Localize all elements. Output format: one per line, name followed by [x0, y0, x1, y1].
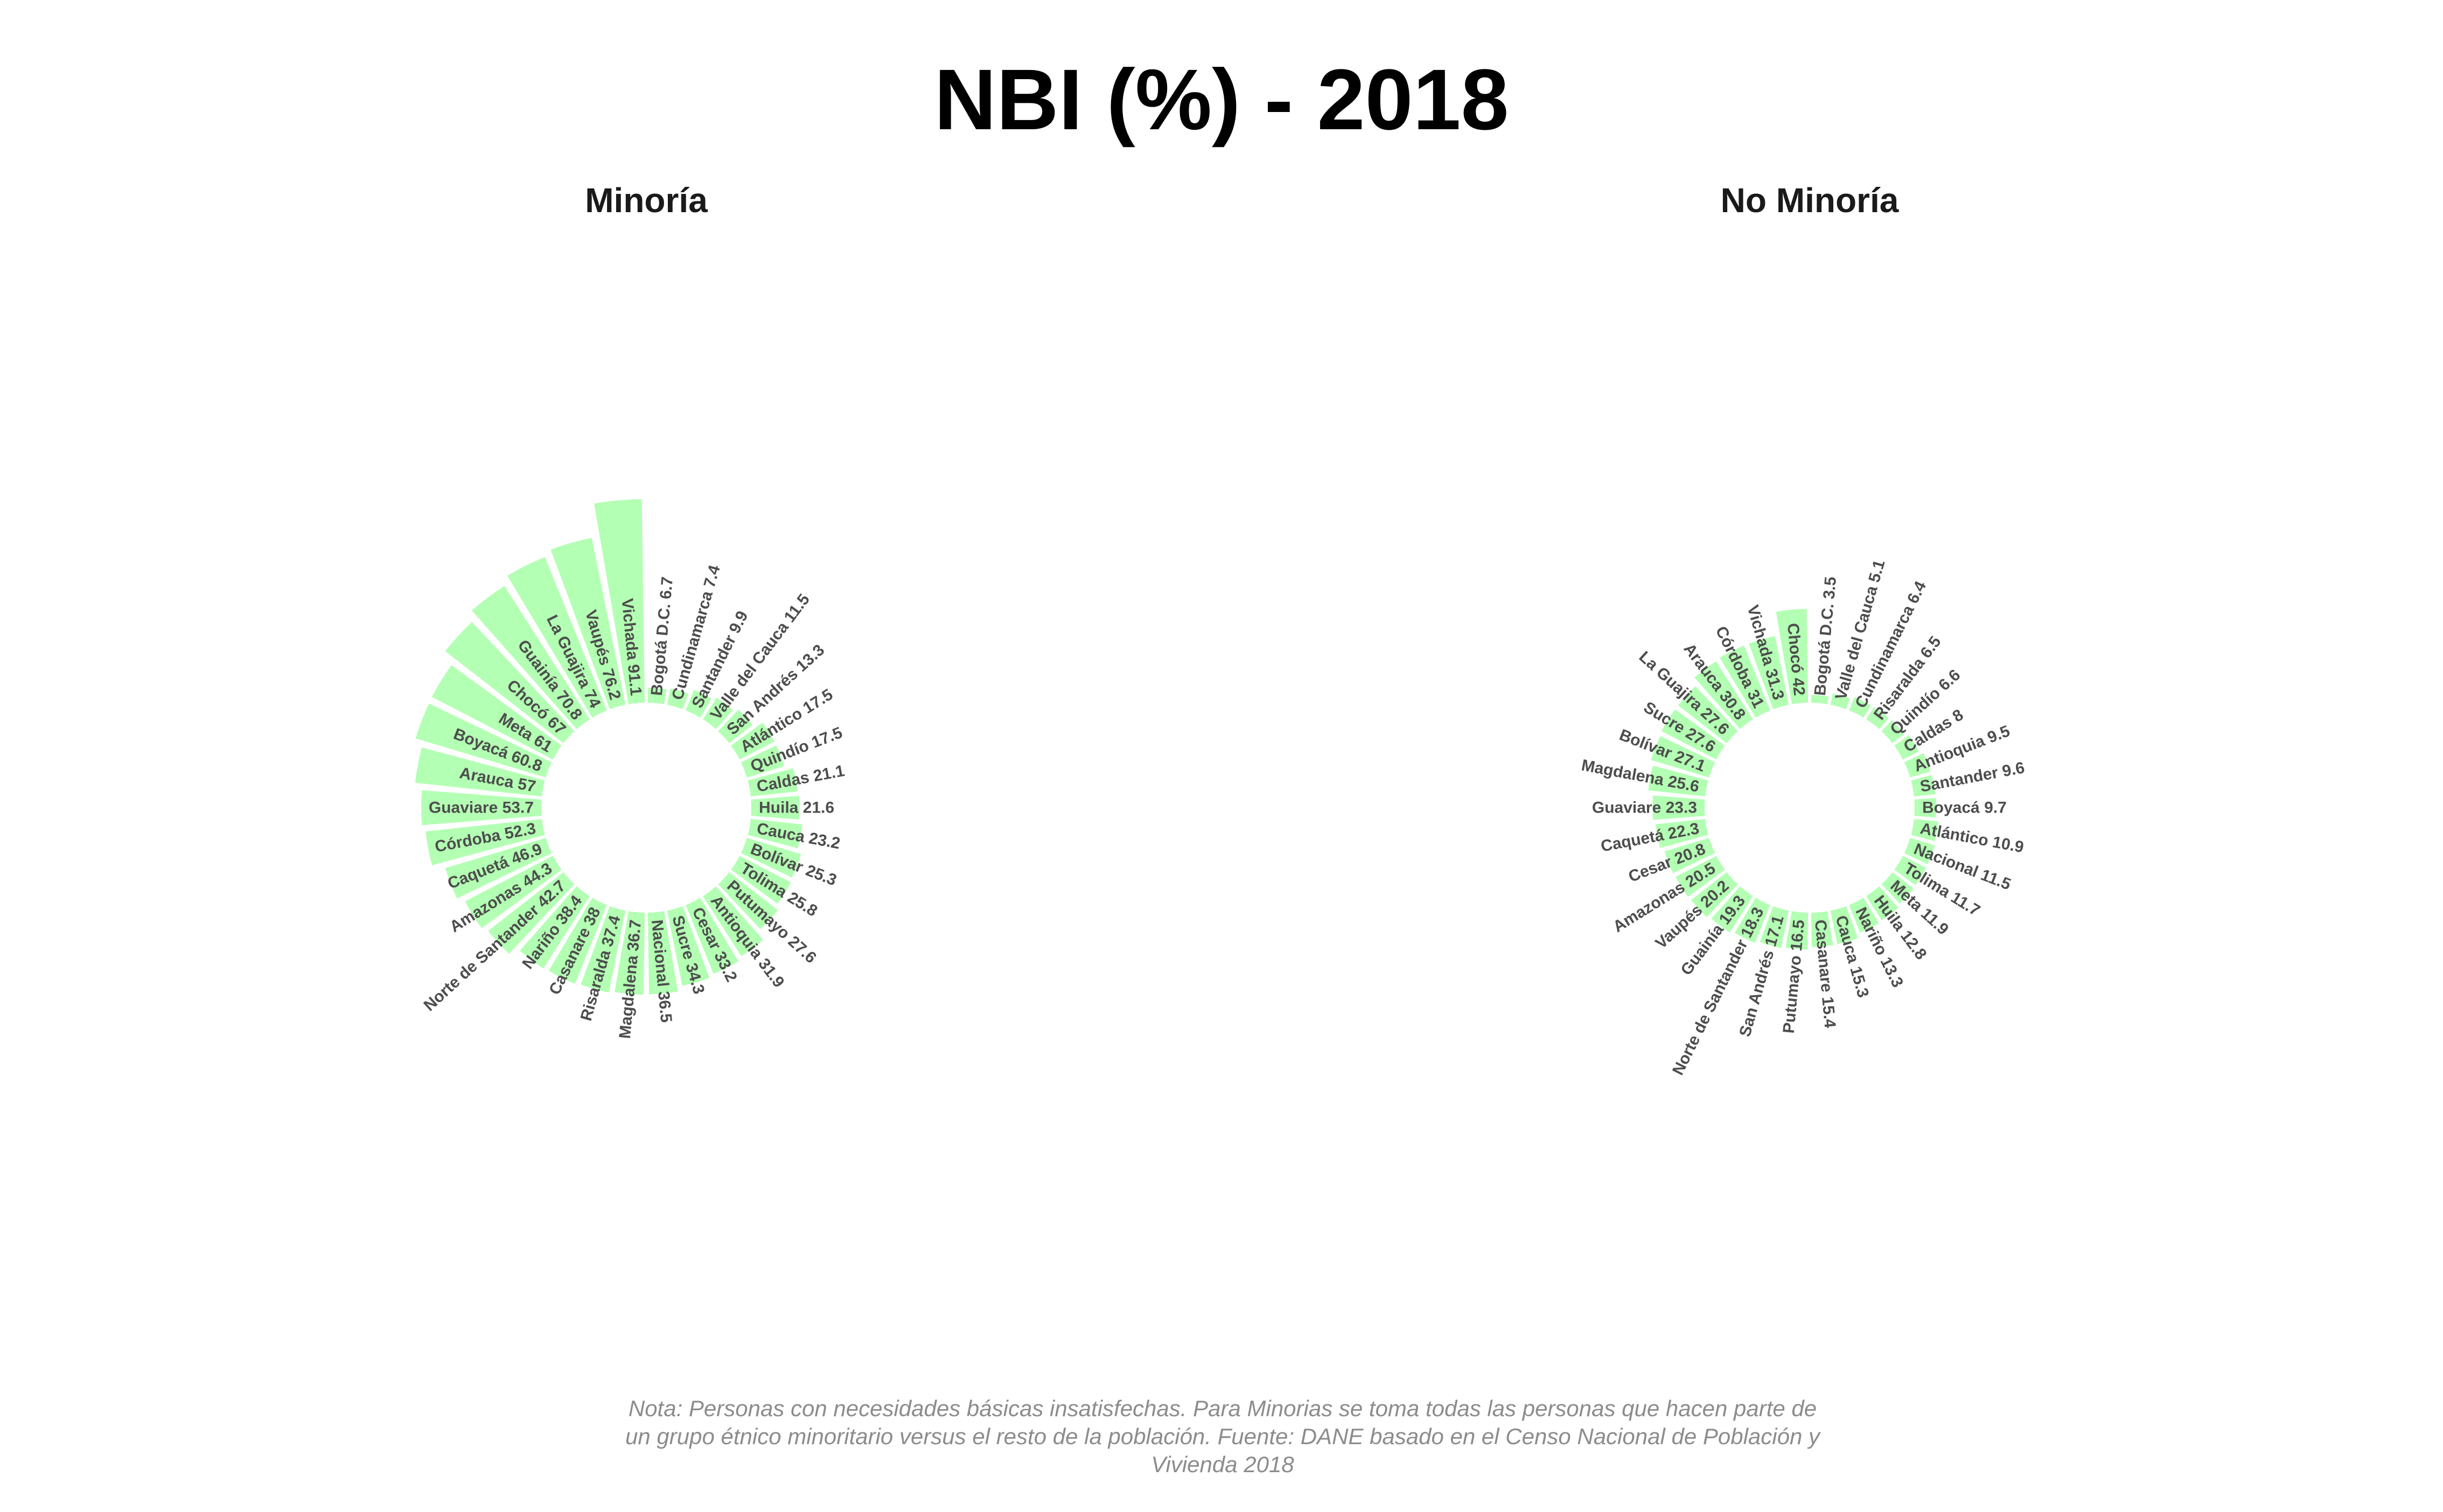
- bar-minoria-24: [425, 818, 545, 865]
- bar-minoria-12: [718, 872, 778, 929]
- bar-minoria-17: [615, 911, 645, 995]
- bar-no-minoria-11: [1894, 856, 1927, 885]
- bar-no-minoria-13: [1866, 886, 1898, 920]
- bar-minoria-27: [415, 703, 552, 778]
- bar-minoria-13: [703, 886, 763, 956]
- bar-minoria-28: [431, 665, 562, 760]
- bar-no-minoria-31: [1720, 645, 1770, 718]
- panel-title-minoria: Minoría: [585, 181, 708, 220]
- bar-label-no-minoria-17: Putumayo 16.5: [1780, 919, 1808, 1034]
- bar-minoria-22: [465, 856, 562, 928]
- bar-no-minoria-6: [1904, 753, 1931, 778]
- bar-minoria-9: [748, 818, 802, 849]
- bar-no-minoria-23: [1664, 838, 1715, 873]
- bar-label-minoria-0: Bogotá D.C. 6.7: [648, 576, 676, 697]
- bar-no-minoria-28: [1661, 709, 1725, 760]
- bar-no-minoria-0: [1811, 695, 1829, 704]
- bar-no-minoria-2: [1849, 697, 1871, 718]
- bar-minoria-1: [667, 688, 689, 710]
- bar-minoria-15: [667, 906, 710, 986]
- bar-minoria-18: [581, 906, 626, 993]
- bar-no-minoria-32: [1749, 636, 1789, 710]
- bar-label-no-minoria-25: Guaviare 23.3: [1592, 799, 1697, 817]
- bar-no-minoria-15: [1830, 906, 1858, 944]
- bar-no-minoria-27: [1651, 736, 1715, 778]
- bar-no-minoria-18: [1760, 906, 1789, 948]
- bar-no-minoria-1: [1830, 694, 1851, 710]
- bar-no-minoria-5: [1894, 735, 1919, 760]
- bar-minoria-7: [748, 768, 798, 797]
- bar-minoria-30: [472, 586, 590, 729]
- bar-no-minoria-16: [1811, 911, 1833, 947]
- bar-no-minoria-21: [1691, 872, 1738, 918]
- bar-no-minoria-8: [1914, 797, 1937, 818]
- panel-title-no-minoria: No Minoría: [1720, 181, 1899, 220]
- bar-no-minoria-3: [1866, 707, 1889, 729]
- bar-label-minoria-25: Guaviare 53.7: [429, 799, 534, 817]
- bar-minoria-19: [548, 898, 607, 984]
- bar-minoria-4: [718, 709, 753, 744]
- bar-minoria-32: [550, 537, 626, 710]
- bar-label-minoria-8: Huila 21.6: [759, 799, 834, 817]
- bar-no-minoria-29: [1678, 686, 1738, 744]
- bar-no-minoria-7: [1911, 775, 1936, 797]
- bar-minoria-26: [415, 747, 545, 797]
- bar-minoria-5: [731, 722, 774, 760]
- bar-minoria-3: [703, 697, 733, 729]
- bar-minoria-20: [520, 886, 590, 969]
- bar-minoria-29: [445, 622, 575, 744]
- bar-no-minoria-30: [1694, 661, 1753, 729]
- bar-no-minoria-20: [1711, 886, 1753, 933]
- bar-minoria-16: [647, 911, 678, 995]
- bar-minoria-2: [686, 690, 712, 718]
- bar-label-no-minoria-8: Boyacá 9.7: [1922, 799, 2007, 817]
- bar-minoria-0: [647, 688, 667, 704]
- footnote: Nota: Personas con necesidades básicas i…: [625, 1396, 1820, 1477]
- bar-no-minoria-14: [1849, 898, 1879, 933]
- bar-minoria-8: [751, 795, 800, 820]
- bar-no-minoria-10: [1904, 838, 1935, 864]
- bar-minoria-25: [421, 790, 542, 825]
- bar-minoria-10: [741, 838, 801, 878]
- bar-no-minoria-17: [1785, 911, 1809, 950]
- bar-no-minoria-4: [1881, 720, 1904, 744]
- bar-minoria-14: [686, 898, 738, 974]
- bar-minoria-31: [507, 557, 607, 718]
- bar-label-no-minoria-16: Casanare 15.4: [1811, 919, 1839, 1029]
- chart-title: NBI (%) - 2018: [934, 51, 1509, 148]
- bar-minoria-33: [594, 499, 645, 704]
- bar-no-minoria-26: [1648, 765, 1708, 797]
- bar-no-minoria-19: [1734, 898, 1770, 943]
- bar-no-minoria-33: [1776, 608, 1809, 704]
- bar-minoria-23: [445, 838, 552, 899]
- bar-minoria-11: [731, 856, 791, 904]
- bar-no-minoria-9: [1911, 818, 1938, 842]
- bar-minoria-21: [488, 872, 575, 954]
- bar-no-minoria-24: [1656, 818, 1708, 848]
- bar-no-minoria-22: [1676, 856, 1725, 897]
- bar-label-no-minoria-0: Bogotá D.C. 3.5: [1811, 576, 1840, 697]
- bar-no-minoria-12: [1881, 872, 1914, 904]
- bar-minoria-6: [741, 745, 785, 778]
- bar-no-minoria-25: [1652, 795, 1705, 820]
